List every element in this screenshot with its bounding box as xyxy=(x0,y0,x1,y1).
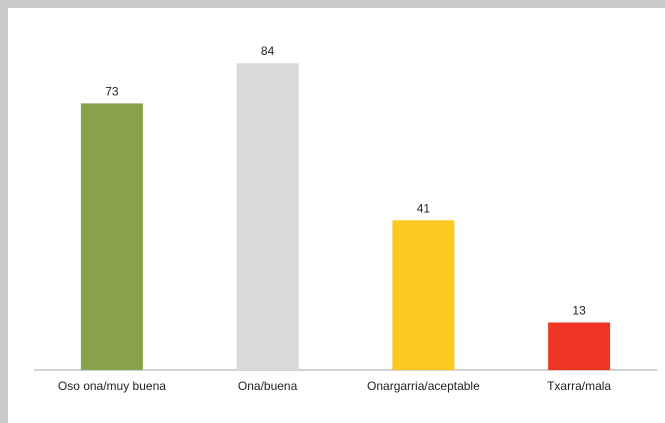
category-label-2: Ona/buena xyxy=(238,379,298,393)
bar-2 xyxy=(236,63,299,370)
category-label-3: Onargarria/aceptable xyxy=(367,379,480,393)
bar-4 xyxy=(548,322,611,370)
value-label-2: 84 xyxy=(261,44,275,58)
value-label-3: 41 xyxy=(417,201,431,215)
bar-3 xyxy=(392,220,455,370)
category-labels-group: Oso ona/muy buena Ona/buena Onargarria/ace… xyxy=(58,379,612,393)
value-label-4: 13 xyxy=(572,304,586,318)
bar-1 xyxy=(80,103,143,371)
value-labels-group: 73 84 41 13 xyxy=(105,44,586,317)
bars-group xyxy=(80,63,611,371)
value-label-1: 73 xyxy=(105,84,119,98)
category-label-1: Oso ona/muy buena xyxy=(58,379,166,393)
category-label-4: Txarra/mala xyxy=(547,379,611,393)
